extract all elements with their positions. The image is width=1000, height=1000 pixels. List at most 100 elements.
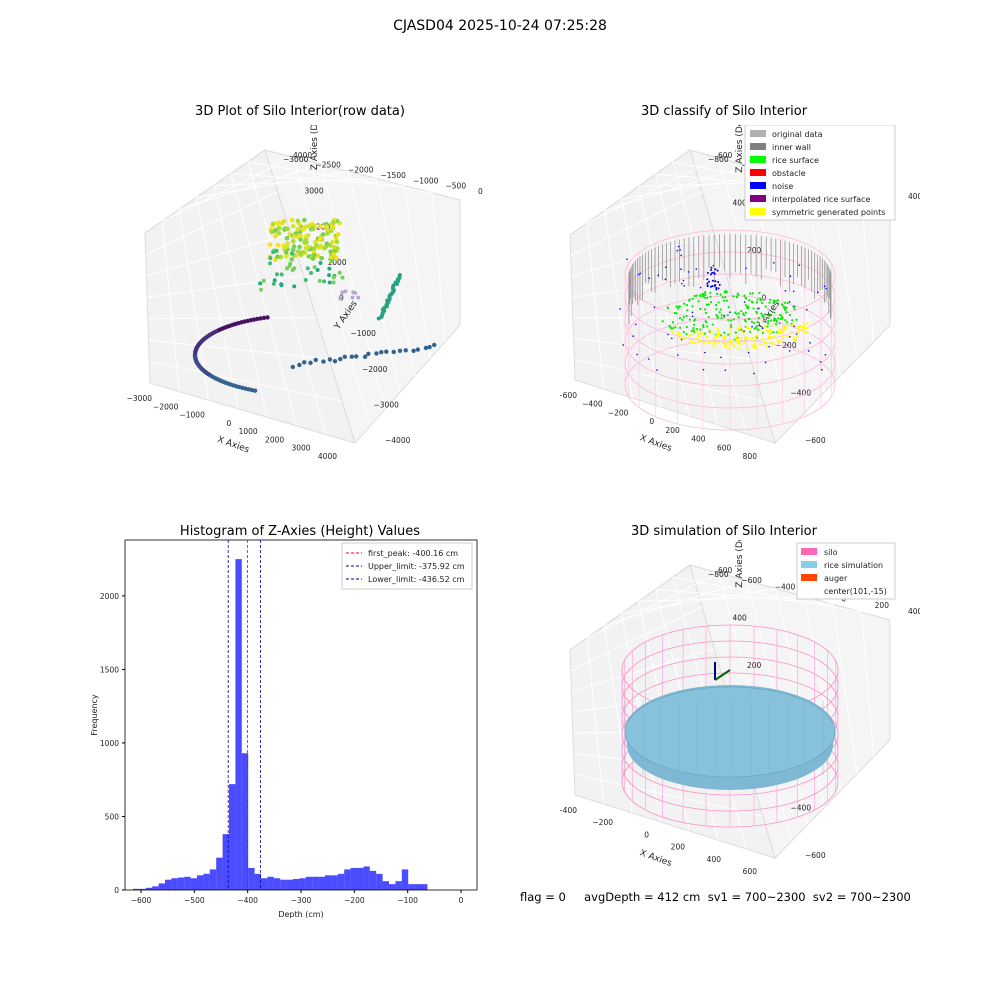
noise-point [714, 280, 717, 283]
symmetric-point [687, 334, 691, 337]
legend-label: noise [772, 182, 793, 191]
noise-point [743, 301, 746, 303]
noise-point [768, 345, 770, 348]
x-tick-label: 4000 [318, 452, 337, 461]
symmetric-point [678, 333, 682, 336]
raw-point [273, 228, 278, 233]
rice-surface-point [724, 296, 727, 299]
rice-surface-point [721, 296, 724, 299]
noise-point [745, 267, 747, 270]
histogram-bar [305, 876, 313, 890]
y-tick-label: 3000 [305, 187, 324, 196]
histogram-title: Histogram of Z-Axies (Height) Values [179, 524, 421, 539]
histogram-bar [203, 873, 210, 890]
raw-point [337, 220, 342, 226]
raw-point [379, 349, 384, 355]
histogram-bar [293, 878, 300, 890]
rice-surface-point [748, 299, 751, 302]
symmetric-point [777, 331, 780, 334]
rice-surface-point [675, 305, 678, 308]
raw-point [331, 275, 336, 280]
raw-point [349, 354, 354, 359]
rice-surface-point [788, 313, 792, 317]
symmetric-point [755, 334, 759, 337]
raw-point [284, 235, 290, 241]
symmetric-point [792, 335, 795, 339]
z-tick-label: 400 [908, 607, 920, 616]
raw-point [350, 295, 355, 300]
symmetric-point [725, 345, 728, 348]
rice-surface-point [709, 291, 712, 294]
rice-surface-point [690, 329, 693, 332]
noise-point [792, 305, 795, 308]
noise-point [784, 289, 787, 292]
rice-surface-point [729, 324, 733, 327]
histogram-bar [248, 867, 255, 890]
grid-line [292, 157, 371, 427]
symmetric-point [717, 332, 721, 335]
rice-surface-point [682, 315, 685, 319]
noise-point [712, 271, 715, 274]
symmetric-point [693, 341, 696, 345]
raw-point [292, 284, 297, 289]
rice-surface-point [732, 318, 735, 321]
raw-point [274, 272, 279, 277]
rice-surface-point [760, 301, 764, 305]
rice-surface-point [688, 298, 691, 301]
raw-point [415, 347, 421, 352]
raw-point [303, 278, 308, 283]
symmetric-point [764, 324, 767, 327]
simulation-legend: silo rice simulation auger center(101,-15) [796, 542, 896, 600]
rice-surface-point [743, 294, 746, 297]
raw-point [297, 244, 302, 250]
rice-surface-point [703, 293, 706, 296]
raw-point [289, 251, 294, 256]
noise-point [636, 353, 638, 356]
legend-label: obstacle [772, 169, 806, 178]
raw-point [271, 250, 276, 255]
rice-surface-point [717, 301, 720, 304]
rice-surface-point [737, 316, 740, 319]
grid-line [146, 233, 291, 277]
histogram-bar [229, 784, 236, 890]
raw-point [285, 266, 290, 271]
rice-surface-point [692, 327, 695, 330]
rice-surface-point [727, 318, 730, 322]
symmetric-point [712, 345, 715, 348]
symmetric-point [752, 339, 756, 343]
grid-line [247, 161, 327, 435]
raw-point [273, 233, 278, 239]
grid-line [586, 222, 605, 390]
raw-point [269, 229, 275, 235]
rice-surface-point [758, 291, 761, 295]
noise-point [715, 286, 718, 289]
raw-point [308, 360, 313, 366]
histogram-legend: first_peak: -400.16 cm Upper_limit: -375.… [341, 542, 473, 590]
rice-surface-point [732, 295, 735, 298]
histogram-bar [389, 884, 396, 890]
histogram-bar [209, 869, 217, 890]
histogram-bar [190, 878, 197, 890]
classify-3d-plot: −600−400−2000200400600800−600−400−200020… [560, 125, 920, 461]
symmetric-point [723, 337, 726, 340]
noise-point [706, 282, 709, 285]
x-tick-label: −400 [582, 400, 603, 409]
grid-line [179, 163, 321, 210]
raw-plot-title: 3D Plot of Silo Interior(row data) [195, 104, 405, 119]
noise-point [751, 325, 753, 328]
noise-point [679, 249, 681, 251]
raw-point [283, 250, 289, 255]
grid-line [147, 316, 317, 320]
legend-swatch [801, 548, 817, 555]
y-axis-label: Frequency [90, 694, 99, 736]
noise-point [757, 307, 759, 310]
rice-surface-point [743, 314, 746, 317]
x-tick-label: 200 [666, 426, 681, 435]
raw-point [331, 252, 336, 257]
rice-surface-point [778, 322, 781, 325]
symmetric-point [781, 331, 785, 334]
rice-surface-point [744, 304, 747, 307]
symmetric-point [751, 337, 754, 340]
rice-surface-point [751, 292, 754, 295]
raw-point [274, 254, 280, 259]
